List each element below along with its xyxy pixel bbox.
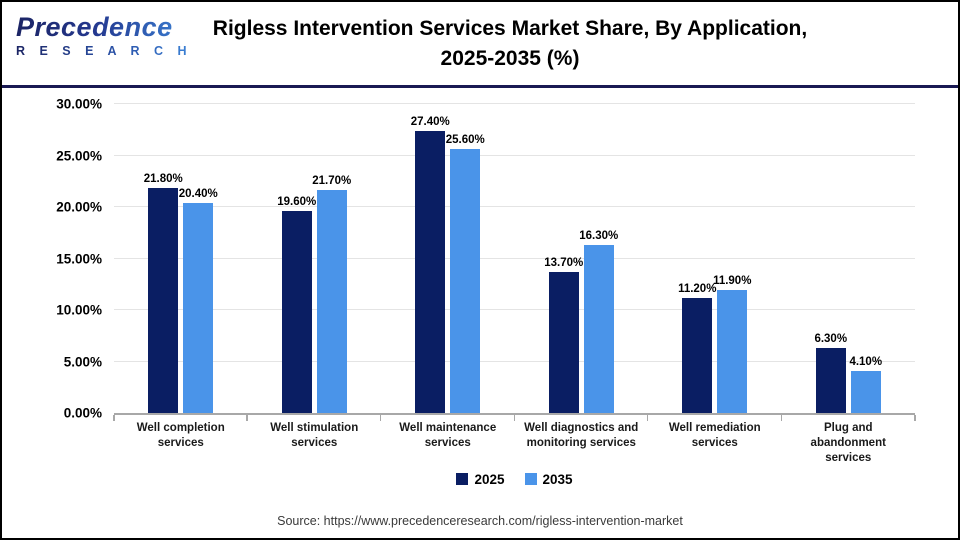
bar-slot: 11.20% <box>678 104 716 413</box>
x-axis-tick <box>379 415 382 421</box>
bar-value-label: 21.80% <box>143 173 183 186</box>
bar-slot: 16.30% <box>579 104 618 413</box>
gridline <box>114 103 915 104</box>
x-axis-tick <box>646 415 649 421</box>
bar-2035-2 <box>450 149 481 413</box>
category-label: Well maintenance services <box>381 421 515 466</box>
category-label: Well stimulation services <box>248 421 382 466</box>
bar-value-label: 4.10% <box>849 355 883 368</box>
bar-slot: 4.10% <box>849 104 883 413</box>
bar-group: 13.70% 16.30% <box>515 104 649 413</box>
bar-slot: 27.40% <box>411 104 450 413</box>
legend-label: 2025 <box>474 471 505 487</box>
bar-value-label: 11.20% <box>678 282 717 295</box>
bar-2035-0 <box>183 202 214 413</box>
bar-value-label: 6.30% <box>814 333 848 346</box>
x-axis-tick <box>246 415 248 421</box>
legend: 2025 2035 <box>114 472 915 487</box>
bar-value-label: 16.30% <box>579 230 619 243</box>
y-tick-label: 30.00% <box>56 96 102 112</box>
legend-swatch <box>456 473 469 486</box>
bar-2035-4 <box>717 290 748 413</box>
gridline <box>114 309 915 310</box>
bar-group: 27.40% 25.60% <box>381 104 515 413</box>
bar-2035-3 <box>583 245 614 413</box>
category-label-text: Plug and abandonment services <box>810 422 886 464</box>
bar-group: 11.20% 11.90% <box>648 104 782 413</box>
y-tick-label: 5.00% <box>63 354 102 369</box>
bar-slot: 25.60% <box>446 104 485 413</box>
category-label-text: Well maintenance services <box>399 422 497 449</box>
bar-slot: 19.60% <box>277 104 316 413</box>
legend-swatch <box>524 473 537 486</box>
title-line-2: 2025-2035 (%) <box>440 46 580 70</box>
bar-2025-2 <box>415 130 446 413</box>
bar-value-label: 20.40% <box>178 187 218 200</box>
x-axis-tick <box>780 415 782 421</box>
category-label: Well diagnostics and monitoring services <box>515 421 649 466</box>
gridline <box>114 206 915 207</box>
category-label-text: Well remediation services <box>668 422 761 449</box>
title-line-1: Rigless Intervention Services Market Sha… <box>212 17 808 41</box>
bar-value-label: 25.60% <box>445 134 485 147</box>
bar-slot: 11.90% <box>713 104 751 413</box>
x-axis-tick <box>113 415 115 421</box>
bar-group: 19.60% 21.70% <box>248 104 382 413</box>
chart-area: 0.00% 5.00% 10.00% 15.00% 20.00% 25.00% 30.00%… <box>56 97 916 487</box>
category-label-text: Well completion services <box>136 422 225 449</box>
x-axis-labels: Well completion services Well stimulation… <box>114 421 915 466</box>
bar-2025-1 <box>281 211 312 413</box>
category-label: Plug and abandonment services <box>782 421 916 466</box>
legend-item-2025: 2025 <box>456 471 505 487</box>
logo-wordmark: Precedence <box>16 14 192 41</box>
gridline <box>114 257 915 259</box>
bar-slot: 21.70% <box>312 104 351 413</box>
legend-label: 2035 <box>542 471 573 487</box>
bar-value-label: 11.90% <box>713 275 752 288</box>
category-label-text: Well stimulation services <box>270 422 359 449</box>
gridline <box>114 154 915 156</box>
bar-value-label: 27.40% <box>410 115 450 128</box>
x-axis-tick <box>914 415 916 421</box>
y-tick-label: 10.00% <box>56 302 102 318</box>
bar-group: 6.30% 4.10% <box>782 104 916 413</box>
bar-slot: 21.80% <box>144 104 183 413</box>
bar-groups: 21.80% 20.40% 19.60% 21.70% 27.40% 25.60% 13.7… <box>114 104 915 413</box>
bar-2035-5 <box>850 370 881 413</box>
logo-subtitle: R E S E A R C H <box>16 44 193 58</box>
category-label-text: Well diagnostics and monitoring services <box>524 422 639 449</box>
bar-slot: 6.30% <box>814 104 848 413</box>
bar-slot: 13.70% <box>544 104 583 413</box>
y-tick-label: 0.00% <box>63 405 102 421</box>
x-axis-tick <box>513 415 515 421</box>
gridline <box>114 360 915 362</box>
y-tick-label: 15.00% <box>56 251 102 266</box>
legend-item-2035: 2035 <box>524 471 573 487</box>
bar-value-label: 13.70% <box>544 256 584 269</box>
plot-area: 0.00% 5.00% 10.00% 15.00% 20.00% 25.00% 30.00%… <box>56 97 916 421</box>
bar-2025-4 <box>682 297 713 413</box>
bar-value-label: 19.60% <box>277 196 317 209</box>
source-text: Source: https://www.precedenceresearch.c… <box>277 514 683 528</box>
bar-value-label: 21.70% <box>312 174 352 187</box>
bar-group: 21.80% 20.40% <box>114 104 248 413</box>
bar-2025-5 <box>815 348 846 413</box>
bar-2025-0 <box>148 188 179 413</box>
category-label: Well completion services <box>114 421 248 466</box>
precedence-research-logo: Precedence R E S E A R C H <box>16 14 192 58</box>
page-title: Rigless Intervention Services Market Sha… <box>165 14 855 73</box>
header: Precedence R E S E A R C H Rigless Inter… <box>2 2 958 88</box>
y-tick-label: 20.00% <box>56 199 102 215</box>
bar-slot: 20.40% <box>179 104 218 413</box>
bar-2035-1 <box>316 189 347 413</box>
category-label: Well remediation services <box>648 421 782 466</box>
y-tick-label: 25.00% <box>56 148 102 163</box>
bar-2025-3 <box>548 271 579 413</box>
